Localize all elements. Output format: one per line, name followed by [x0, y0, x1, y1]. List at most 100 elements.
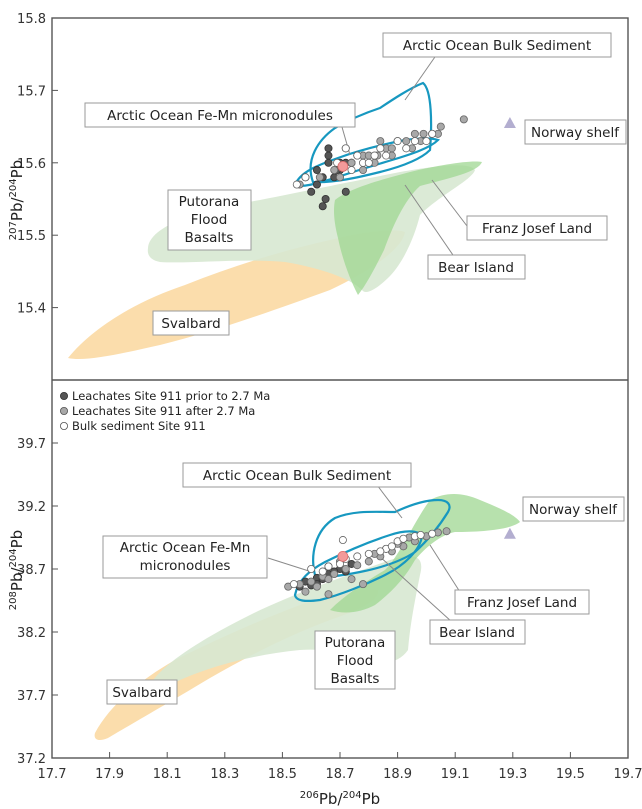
bulk-sediment-field-top: [309, 81, 433, 184]
ytick-label-bottom-5: 39.7: [17, 437, 46, 452]
xtick-label-10: 19.7: [614, 767, 642, 782]
point-bottom-s2-1: [353, 552, 362, 561]
x-axis-title-el2: Pb: [362, 790, 381, 808]
ytick-label-top-2: 15.6: [17, 157, 46, 172]
xtick-label-5: 18.7: [326, 767, 355, 782]
xtick-label-3: 18.3: [210, 767, 239, 782]
label-norway-top-text: Norway shelf: [531, 125, 620, 141]
point-top-s1-18: [376, 137, 385, 146]
points-bottom: [284, 527, 516, 599]
x-axis-title-el1: Pb/: [319, 790, 344, 808]
point-top-s1-20: [335, 173, 344, 182]
label-franz-bottom: Franz Josef Land: [454, 589, 590, 615]
point-top-s2-8: [301, 173, 310, 182]
point-top-s0-11: [321, 194, 330, 203]
label-putorana-top: Putorana Flood Basalts: [167, 189, 252, 251]
point-top-s2-4: [376, 144, 385, 153]
label-bear-top: Bear Island: [427, 254, 526, 280]
legend-marker-after: [60, 406, 69, 415]
label-putorana-bottom: Putorana Flood Basalts: [314, 630, 396, 690]
point-bottom-s2-8: [324, 562, 333, 571]
point-bottom-s1-17: [359, 580, 368, 589]
label-femn-bottom-line2: micronodules: [140, 558, 231, 574]
y-axis-title-bottom-sup2: 204: [8, 548, 19, 567]
label-franz-top-text: Franz Josef Land: [482, 221, 592, 237]
point-top-s2-3: [364, 158, 373, 167]
xtick-label-2: 18.1: [153, 767, 182, 782]
legend-marker-prior: [60, 391, 69, 400]
y-axis-title-top-sup1: 207: [8, 221, 19, 240]
ytick-label-bottom-2: 38.2: [17, 626, 46, 641]
label-putorana-top-line1: Putorana: [179, 194, 240, 210]
point-top-s0-13: [324, 158, 333, 167]
point-top-s1-8: [410, 129, 419, 138]
xtick-label-1: 17.9: [95, 767, 124, 782]
label-svalbard-top-text: Svalbard: [161, 316, 220, 332]
point-top-s1-14: [330, 166, 339, 175]
point-top-s1-11: [436, 122, 445, 131]
point-top-s0-0: [324, 144, 333, 153]
label-bulk-top: Arctic Ocean Bulk Sediment: [382, 32, 612, 58]
point-top-s2-6: [410, 137, 419, 146]
point-top-s0-9: [312, 180, 321, 189]
y-axis-title-bottom-sup1: 208: [8, 591, 19, 610]
point-top-s3-0: [337, 161, 349, 172]
point-top-s1-12: [459, 115, 468, 124]
legend-label-bulk: Bulk sediment Site 911: [72, 419, 206, 433]
point-top-s0-12: [341, 187, 350, 196]
point-bottom-s2-10: [399, 534, 408, 543]
xtick-label-4: 18.5: [268, 767, 297, 782]
point-top-s0-15: [307, 187, 316, 196]
point-bottom-s1-4: [341, 565, 350, 574]
ytick-label-bottom-4: 39.2: [17, 500, 46, 515]
label-bear-top-text: Bear Island: [438, 260, 514, 276]
point-top-s2-11: [353, 151, 362, 160]
point-bottom-s1-6: [364, 557, 373, 566]
point-top-s2-5: [393, 137, 402, 146]
point-bottom-s1-5: [353, 561, 362, 570]
y-axis-title-top-el2: Pb: [8, 160, 26, 179]
legend-label-prior: Leachates Site 911 prior to 2.7 Ma: [72, 389, 270, 403]
point-top-s1-9: [419, 129, 428, 138]
point-bottom-s2-7: [307, 565, 316, 574]
point-top-s2-0: [341, 144, 350, 153]
xtick-label-8: 19.3: [498, 767, 527, 782]
label-putorana-bottom-line2: Flood: [337, 653, 374, 669]
x-axis-title-sup2: 204: [343, 790, 362, 801]
y-axis-title-bottom-el1: Pb/: [8, 567, 26, 592]
point-bottom-s2-13: [318, 567, 327, 576]
xtick-label-6: 18.9: [383, 767, 412, 782]
ytick-label-top-1: 15.5: [17, 229, 46, 244]
point-top-s1-0: [347, 158, 356, 167]
point-top-s1-7: [402, 137, 411, 146]
label-svalbard-bottom: Svalbard: [106, 679, 178, 705]
point-bottom-s1-1: [307, 577, 316, 586]
label-franz-top: Franz Josef Land: [466, 215, 608, 241]
label-putorana-bottom-line1: Putorana: [325, 635, 386, 651]
label-bear-bottom: Bear Island: [429, 619, 526, 645]
label-putorana-top-line2: Flood: [191, 212, 228, 228]
legend: Leachates Site 911 prior to 2.7 Ma Leach…: [60, 389, 270, 433]
point-bottom-s2-6: [428, 529, 437, 538]
points-top: [292, 115, 516, 211]
label-femn-top: Arctic Ocean Fe-Mn micronodules: [84, 102, 356, 128]
y-axis-title-bottom: 208Pb/204Pb: [8, 530, 26, 610]
point-bottom-s2-16: [416, 530, 425, 539]
point-top-s1-15: [315, 173, 324, 182]
y-axis-title-top-el1: Pb/: [8, 197, 26, 222]
point-top-s2-7: [428, 129, 437, 138]
ytick-label-bottom-3: 38.7: [17, 563, 46, 578]
point-bottom-s1-22: [324, 590, 333, 599]
y-axis-title-top: 207Pb/204Pb: [8, 160, 26, 240]
y-axis-title-top-sup2: 204: [8, 178, 19, 197]
point-bottom-s2-15: [387, 542, 396, 551]
point-bottom-s2-12: [289, 580, 298, 589]
ticks: 15.4 15.5 15.6 15.7 15.8 37.2 37.7 38.2 38.7 39.2…: [17, 12, 642, 782]
point-top-s1-19: [359, 166, 368, 175]
label-franz-bottom-text: Franz Josef Land: [467, 595, 577, 611]
label-bulk-bottom: Arctic Ocean Bulk Sediment: [182, 462, 412, 488]
legend-label-after: Leachates Site 911 after 2.7 Ma: [72, 404, 255, 418]
point-bottom-s2-2: [364, 549, 373, 558]
label-norway-bottom: Norway shelf: [522, 496, 625, 522]
